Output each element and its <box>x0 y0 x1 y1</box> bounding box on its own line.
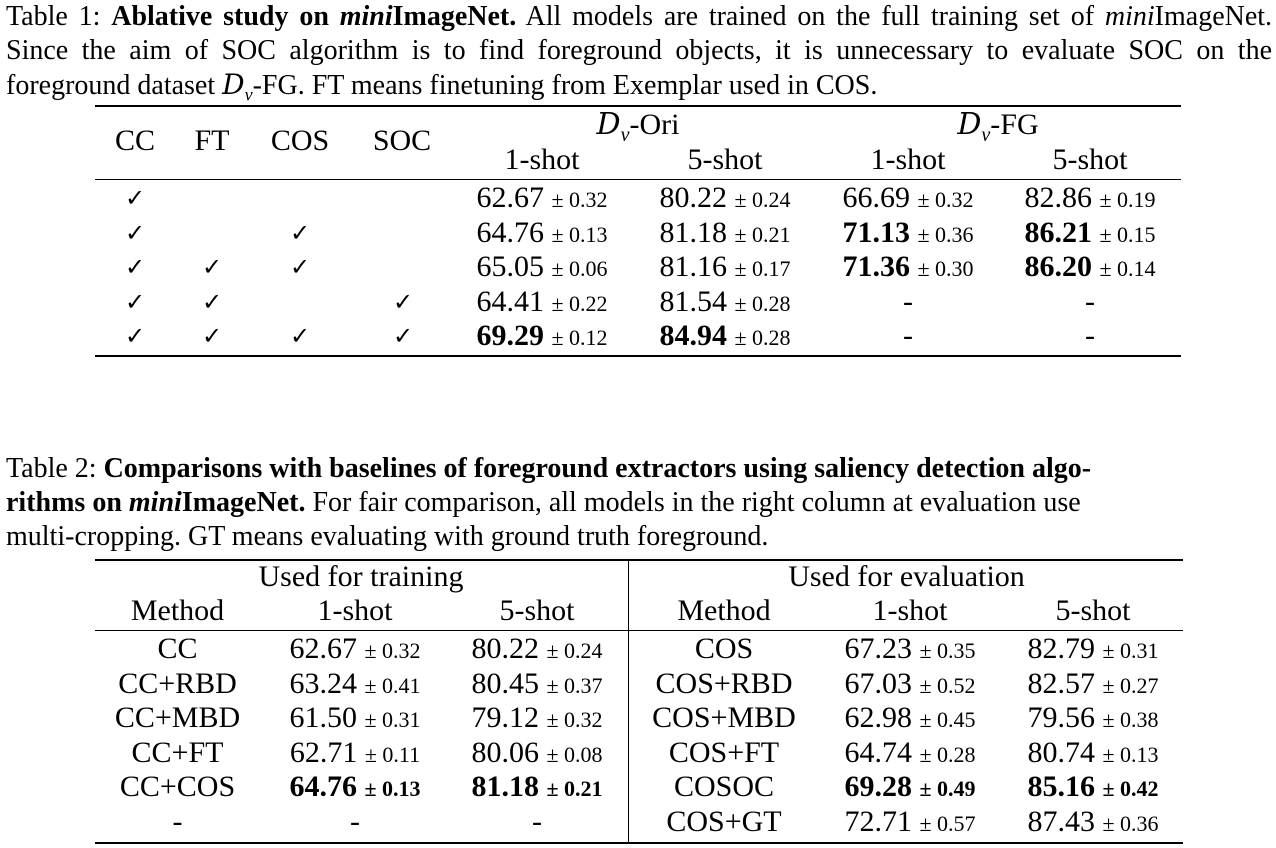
col-header-ft: FT <box>194 124 230 157</box>
check-mark-icon: ✓ <box>201 287 223 316</box>
col-header-eval-1shot: 1-shot <box>872 594 948 627</box>
table1-cell-fg1: - <box>903 284 913 318</box>
col-header-fg-1shot: 1-shot <box>870 143 946 176</box>
table1-cell-fg5: - <box>1085 284 1095 318</box>
table2-cell-r5: 79.56 ± 0.38 <box>1027 701 1159 735</box>
col-header-cc: CC <box>114 124 156 157</box>
check-mark-icon: ✓ <box>124 287 146 316</box>
check-mark-icon: ✓ <box>201 253 223 282</box>
table1-cell-ori5: 84.94 ± 0.28 <box>659 319 791 353</box>
col-header-eval-5shot: 5-shot <box>1055 594 1131 627</box>
table1-cell-ori1: 64.41 ± 0.22 <box>476 284 608 318</box>
group-header-ori: Dv-Ori <box>596 107 680 147</box>
table1-cell-fg1: 66.69 ± 0.32 <box>842 181 974 214</box>
table2-cell-rm: COS+FT <box>668 735 780 769</box>
col-header-fg-5shot: 5-shot <box>1052 143 1128 176</box>
table1-caption: Table 1: Ablative study on miniImageNet.… <box>6 1 1273 105</box>
table2-cell-r5: 82.57 ± 0.27 <box>1027 666 1159 700</box>
col-header-cos: COS <box>270 124 330 157</box>
table2-cell-l5: 80.45 ± 0.37 <box>471 666 603 700</box>
table2-cell-r1: 64.74 ± 0.28 <box>844 735 976 769</box>
table2-cell-l5: 80.22 ± 0.24 <box>471 632 603 665</box>
table1-cell-ori5: 81.16 ± 0.17 <box>659 250 791 284</box>
table2-cell-rm: COSOC <box>673 770 775 804</box>
table2-cell-rm: COS+GT <box>666 805 782 838</box>
table1-cell-fg1: 71.13 ± 0.36 <box>842 215 974 249</box>
table2-cell-r5: 80.74 ± 0.13 <box>1027 735 1159 769</box>
col-header-train-5shot: 5-shot <box>499 594 575 627</box>
table2-caption: Table 2: Comparisons with baselines of f… <box>6 453 1092 552</box>
table1-cell-fg1: 71.36 ± 0.30 <box>842 250 974 284</box>
table2-cell-lm: CC <box>157 632 198 665</box>
table1-cell-ori1: 65.05 ± 0.06 <box>476 250 608 284</box>
table2-cell-r1: 69.28 ± 0.49 <box>844 770 976 804</box>
table2-top-rule <box>95 559 1183 561</box>
table2-cell-l1: 62.67 ± 0.32 <box>289 632 421 665</box>
check-mark-icon: ✓ <box>201 322 223 351</box>
table2-cell-l5: 80.06 ± 0.08 <box>471 735 603 769</box>
table2-cell-l1: 63.24 ± 0.41 <box>289 666 421 700</box>
table2-cell-r1: 67.23 ± 0.35 <box>844 632 976 665</box>
table1-label: Table 1: <box>6 1 101 32</box>
table2-cell-rm: COS+RBD <box>655 666 793 700</box>
table2-cell-lm: CC+RBD <box>118 666 237 700</box>
col-header-train-method: Method <box>130 594 225 627</box>
table2-cell-rm: COS+MBD <box>652 701 796 735</box>
col-header-ori-1shot: 1-shot <box>504 143 580 176</box>
table2-cell-l5: 79.12 ± 0.32 <box>471 701 603 735</box>
table2-column-divider <box>628 561 629 843</box>
check-mark-icon: ✓ <box>124 253 146 282</box>
table1-cell-ori1: 69.29 ± 0.12 <box>476 319 608 353</box>
table1-title: Ablative study on miniImageNet. <box>111 1 517 32</box>
table2-cell-l1: 61.50 ± 0.31 <box>289 701 421 735</box>
table2-cell-r1: 72.71 ± 0.57 <box>844 805 976 838</box>
col-header-train-1shot: 1-shot <box>317 594 393 627</box>
check-mark-icon: ✓ <box>289 253 311 282</box>
table2-bottom-rule <box>95 842 1183 844</box>
table2-cell-l5: - <box>532 805 542 838</box>
table1-mid-rule <box>95 179 1181 180</box>
table2-mid-rule <box>95 630 1183 631</box>
table1-cell-ori5: 80.22 ± 0.24 <box>659 181 791 214</box>
table2-cell-r5: 85.16 ± 0.42 <box>1027 770 1159 804</box>
table2-cell-r5: 82.79 ± 0.31 <box>1027 632 1159 665</box>
group-header-training: Used for training <box>258 560 464 593</box>
group-header-fg: Dv-FG <box>957 107 1039 147</box>
table2-cell-lm: CC+FT <box>131 735 224 769</box>
check-mark-icon: ✓ <box>392 287 414 316</box>
col-header-soc: SOC <box>372 124 432 157</box>
table1-top-rule <box>95 105 1181 107</box>
table1-cell-ori5: 81.54 ± 0.28 <box>659 284 791 318</box>
table2-cell-lm: - <box>172 805 183 838</box>
table2-cell-lm: CC+COS <box>119 770 236 804</box>
check-mark-icon: ✓ <box>124 184 146 212</box>
table2-label: Table 2: <box>6 453 97 484</box>
table2-cell-l5: 81.18 ± 0.21 <box>471 770 603 804</box>
col-header-ori-5shot: 5-shot <box>687 143 763 176</box>
check-mark-icon: ✓ <box>124 322 146 351</box>
group-header-evaluation: Used for evaluation <box>788 560 1025 593</box>
table1-cell-fg5: 86.21 ± 0.15 <box>1024 215 1156 249</box>
check-mark-icon: ✓ <box>289 322 311 351</box>
table1-cell-ori5: 81.18 ± 0.21 <box>659 215 791 249</box>
check-mark-icon: ✓ <box>392 322 414 351</box>
table2-cell-l1: 62.71 ± 0.11 <box>289 735 421 769</box>
table1-cell-ori1: 64.76 ± 0.13 <box>476 215 608 249</box>
table2-cell-l1: 64.76 ± 0.13 <box>289 770 421 804</box>
col-header-eval-method: Method <box>677 594 771 627</box>
table2-cell-lm: CC+MBD <box>114 701 241 735</box>
table2-cell-l1: - <box>350 805 360 838</box>
table2-cell-r1: 62.98 ± 0.45 <box>844 701 976 735</box>
table1-cell-fg5: - <box>1085 319 1095 353</box>
table2-cell-r5: 87.43 ± 0.36 <box>1027 805 1159 838</box>
table1-cell-fg1: - <box>903 319 913 353</box>
table2-cell-rm: COS <box>694 632 754 665</box>
table1-cell-ori1: 62.67 ± 0.32 <box>476 181 608 214</box>
table1-bottom-rule <box>95 355 1181 357</box>
table2-cell-r1: 67.03 ± 0.52 <box>844 666 976 700</box>
table1-cell-fg5: 82.86 ± 0.19 <box>1024 181 1156 214</box>
table1-cell-fg5: 86.20 ± 0.14 <box>1024 250 1156 284</box>
check-mark-icon: ✓ <box>124 218 146 247</box>
check-mark-icon: ✓ <box>289 218 311 247</box>
